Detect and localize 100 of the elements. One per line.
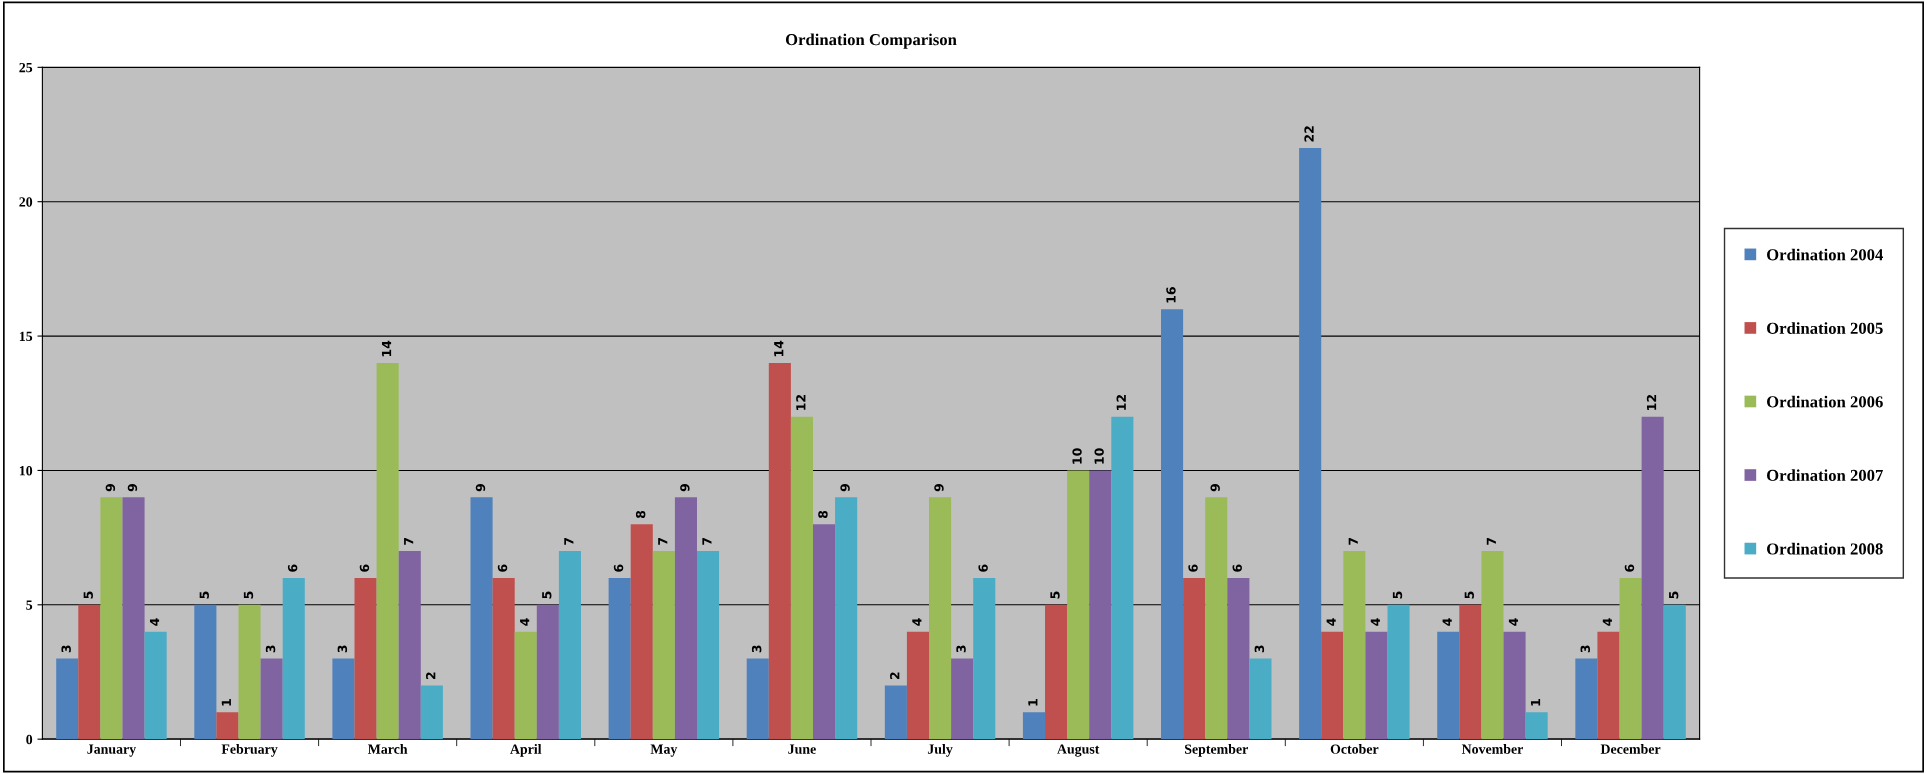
bar: [973, 577, 996, 740]
bar: [929, 497, 952, 740]
data-label: 10: [1094, 448, 1104, 464]
data-label: 5: [1050, 591, 1060, 599]
bar: [514, 631, 537, 740]
data-label: 9: [105, 484, 116, 492]
bar: [100, 497, 123, 740]
data-label: 2: [426, 672, 436, 680]
data-label: 3: [337, 645, 348, 653]
bar: [630, 524, 653, 740]
data-label: 2: [890, 672, 900, 680]
bar: [194, 604, 217, 740]
x-tick-label: June: [788, 744, 816, 754]
x-tick-label: October: [1330, 744, 1379, 754]
data-label: 10: [1072, 448, 1082, 464]
data-label: 3: [1254, 645, 1265, 653]
data-label: 1: [1028, 699, 1038, 706]
bar: [558, 551, 581, 740]
bar: [282, 577, 305, 740]
bar: [376, 362, 399, 740]
data-label: 3: [1580, 645, 1590, 653]
x-tick-label: December: [1600, 744, 1661, 754]
data-label: 14: [381, 340, 392, 357]
data-label: 9: [840, 484, 850, 492]
data-label: 4: [149, 618, 160, 626]
data-label: 7: [404, 537, 414, 545]
data-label: 7: [1486, 537, 1496, 545]
bar: [906, 631, 930, 740]
data-label: 9: [934, 484, 944, 492]
x-tick-label: January: [87, 744, 137, 757]
bar: [1299, 147, 1322, 740]
data-label: 12: [796, 395, 806, 410]
y-tick-label: 5: [26, 600, 33, 610]
data-label: 8: [635, 510, 646, 519]
data-label: 6: [613, 564, 624, 572]
x-tick-label: November: [1461, 744, 1524, 754]
data-label: 9: [1210, 484, 1220, 492]
bar: [768, 362, 791, 740]
data-label: 16: [1166, 287, 1176, 303]
bar: [1183, 577, 1206, 740]
bar: [1321, 631, 1344, 740]
bar: [1663, 604, 1686, 740]
bar: [1437, 631, 1460, 740]
bar: [1575, 658, 1598, 740]
data-label: 6: [497, 564, 508, 572]
data-label: 4: [1602, 618, 1612, 626]
y-tick-label: 0: [26, 734, 33, 745]
data-label: 5: [1669, 591, 1679, 599]
data-label: 6: [287, 564, 298, 572]
bar: [1249, 658, 1272, 740]
data-label: 5: [199, 591, 209, 599]
bar: [1525, 712, 1548, 740]
bar: [420, 685, 443, 740]
bar: [1227, 577, 1250, 740]
data-label: 4: [1370, 618, 1380, 626]
data-label: 3: [956, 645, 966, 653]
bar: [1619, 577, 1642, 740]
bar: [1481, 551, 1504, 740]
data-label: 12: [1646, 395, 1657, 410]
x-tick-label: February: [221, 744, 278, 757]
bar: [332, 658, 355, 740]
bar: [1387, 604, 1410, 740]
data-label: 1: [1530, 699, 1541, 706]
data-label: 4: [1508, 618, 1519, 626]
bar: [674, 497, 697, 740]
data-label: 9: [475, 484, 486, 492]
legend-label: Ordination 2004: [1767, 248, 1884, 261]
bar: [835, 497, 858, 740]
x-tick-label: August: [1057, 744, 1100, 757]
data-label: 3: [751, 645, 762, 653]
bar: [1641, 416, 1664, 740]
legend-label: Ordination 2006: [1767, 395, 1883, 408]
bar: [216, 712, 239, 740]
bar: [144, 631, 167, 740]
x-tick-label: July: [927, 744, 953, 757]
data-label: 9: [127, 484, 138, 492]
bar: [56, 658, 79, 740]
data-label: 6: [1624, 564, 1635, 572]
data-label: 7: [564, 537, 574, 545]
bar: [1045, 604, 1068, 740]
data-label: 14: [774, 340, 784, 357]
y-tick-label: 20: [19, 197, 33, 207]
legend-label: Ordination 2008: [1767, 542, 1883, 555]
bar: [1022, 712, 1046, 740]
bar: [951, 658, 974, 740]
bar: [1205, 497, 1228, 740]
bar: [354, 577, 377, 740]
data-label: 5: [542, 591, 552, 599]
bar: [1111, 416, 1134, 740]
data-label: 3: [61, 645, 71, 653]
data-label: 4: [520, 618, 530, 626]
bar: [122, 497, 145, 740]
bar: [470, 497, 493, 740]
bar: [1503, 631, 1526, 740]
bar: [746, 658, 769, 740]
data-label: 4: [912, 618, 922, 626]
bar: [536, 604, 559, 740]
legend-label: Ordination 2007: [1767, 469, 1883, 482]
bar: [1597, 631, 1620, 740]
data-label: 6: [359, 564, 370, 572]
